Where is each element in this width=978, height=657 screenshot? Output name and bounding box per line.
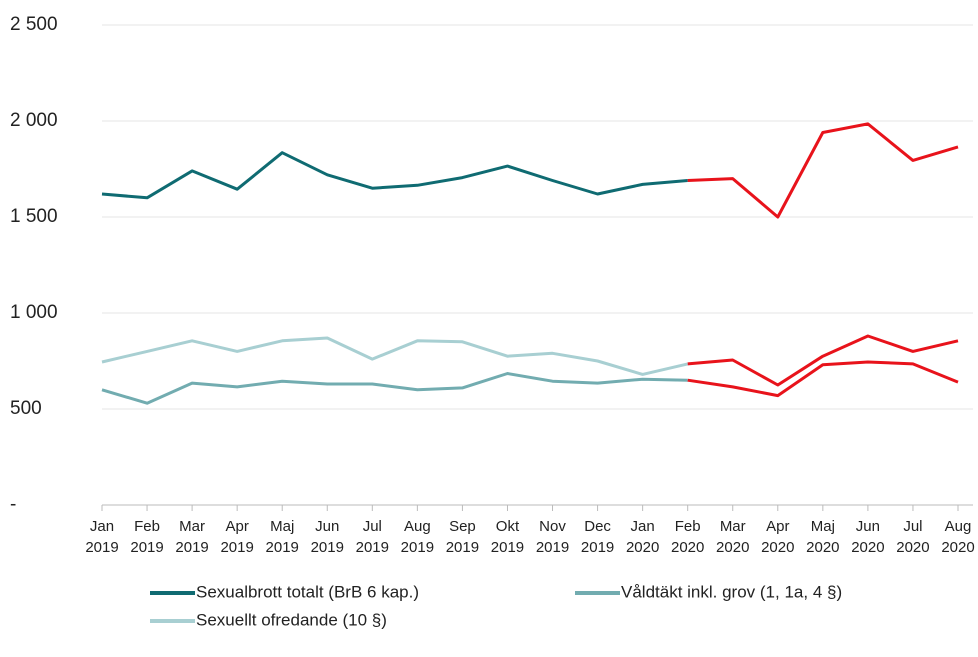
x-tick-label: Aug 2019 xyxy=(401,518,434,556)
x-tick-label: Jan 2020 xyxy=(626,518,659,556)
x-tick-label: Apr 2019 xyxy=(220,518,253,556)
x-tick-label: Jun 2020 xyxy=(851,518,884,556)
x-tick-label: Jul 2020 xyxy=(896,518,929,556)
series-line xyxy=(101,151,688,200)
x-tick-label: Aug 2020 xyxy=(941,518,974,556)
x-tick-label: Feb 2019 xyxy=(130,518,163,556)
legend-label: Sexualbrott totalt (BrB 6 kap.) xyxy=(196,582,419,601)
x-tick-label: Jun 2019 xyxy=(311,518,344,556)
x-tick-label: Feb 2020 xyxy=(671,518,704,556)
y-tick-label: 2 000 xyxy=(10,110,58,131)
series-line-highlight xyxy=(687,334,959,387)
x-tick-label: Dec 2019 xyxy=(581,518,614,556)
y-tick-label: 1 000 xyxy=(10,302,58,323)
x-tick-label: Jul 2019 xyxy=(356,518,389,556)
y-tick-label: 2 500 xyxy=(10,14,58,35)
x-tick-label: Okt 2019 xyxy=(491,518,524,556)
x-tick-label: Maj 2019 xyxy=(266,518,299,556)
series-line-highlight xyxy=(687,122,959,219)
x-tick-label: Jan 2019 xyxy=(85,518,118,556)
x-tick-label: Apr 2020 xyxy=(761,518,794,556)
x-tick-label: Maj 2020 xyxy=(806,518,839,556)
y-tick-label: - xyxy=(10,494,16,515)
x-tick-label: Mar 2020 xyxy=(716,518,749,556)
series-line xyxy=(101,372,688,405)
x-tick-label: Mar 2019 xyxy=(175,518,208,556)
legend-label: Sexuellt ofredande (10 §) xyxy=(196,610,387,629)
x-tick-label: Sep 2019 xyxy=(446,518,479,556)
y-tick-label: 500 xyxy=(10,398,42,419)
x-tick-label: Nov 2019 xyxy=(536,518,569,556)
legend-label: Våldtäkt inkl. grov (1, 1a, 4 §) xyxy=(621,582,842,601)
series-line xyxy=(101,336,689,376)
y-tick-label: 1 500 xyxy=(10,206,58,227)
series-line-highlight xyxy=(687,360,959,398)
